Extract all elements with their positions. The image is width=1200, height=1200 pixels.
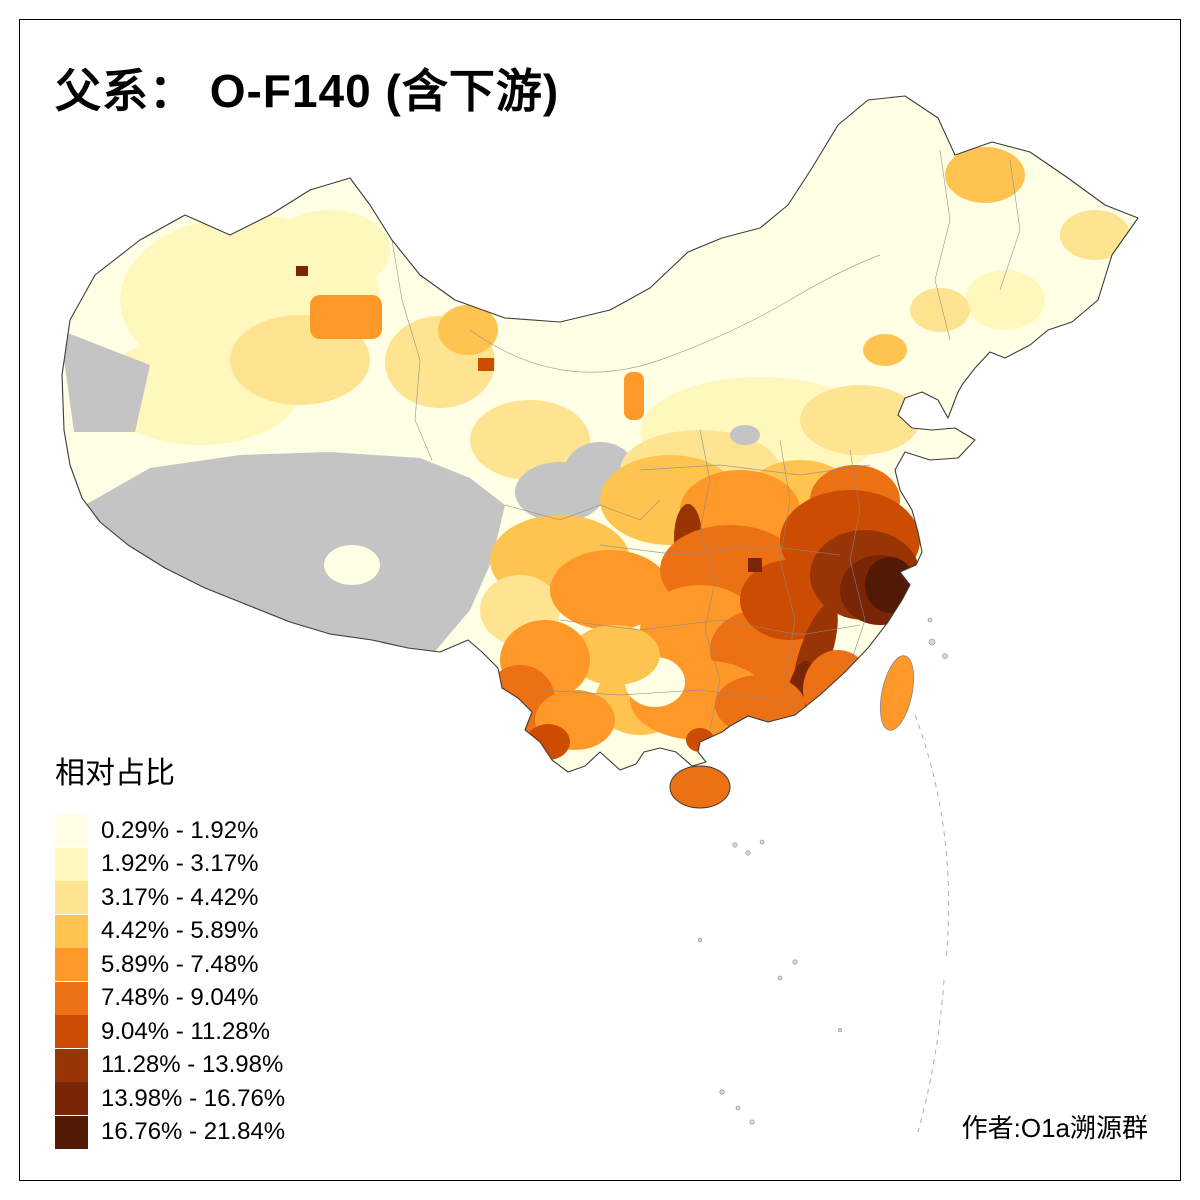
taiwan-island [879,655,915,731]
legend-label: 0.29% - 1.92% [101,816,259,844]
legend-items: 0.29% - 1.92% 1.92% - 3.17% 3.17% - 4.42% 4… [55,814,385,1149]
legend-label: 13.98% - 16.76% [101,1084,286,1112]
legend-item: 3.17% - 4.42% [55,881,385,915]
legend-label: 16.76% - 21.84% [101,1118,286,1146]
legend-label: 5.89% - 7.48% [101,950,259,978]
legend-label: 11.28% - 13.98% [101,1051,284,1079]
legend-swatch [55,1115,88,1149]
author-credit: 作者:O1a溯源群 [961,1113,1148,1143]
legend-item: 11.28% - 13.98% [55,1048,385,1083]
legend-swatch [55,814,88,848]
legend-title: 相对占比 [55,757,175,790]
legend: 相对占比 0.29% - 1.92% 1.92% - 3.17% 3.17% - 4… [55,748,385,1149]
legend-item: 7.48% - 9.04% [55,981,385,1016]
legend-label: 3.17% - 4.42% [101,883,259,911]
legend-item: 5.89% - 7.48% [55,948,385,982]
legend-item: 1.92% - 3.17% [55,847,385,882]
legend-swatch [55,1015,88,1049]
legend-label: 1.92% - 3.17% [101,850,259,878]
legend-swatch [55,948,88,982]
map-title: 父系： O-F140 (含下游) [55,65,560,117]
legend-swatch [55,981,88,1015]
legend-item: 9.04% - 11.28% [55,1015,385,1049]
legend-item: 4.42% - 5.89% [55,914,385,949]
coastal-islets [927,617,948,659]
legend-swatch [55,1048,88,1082]
china-outline [61,95,1139,773]
legend-swatch [55,1082,88,1116]
south-china-sea-features [697,714,950,1133]
legend-item: 13.98% - 16.76% [55,1082,385,1116]
mainland-fill-regions [62,96,1138,772]
legend-label: 7.48% - 9.04% [101,984,259,1012]
hainan-island [669,765,731,809]
legend-item: 16.76% - 21.84% [55,1115,385,1150]
legend-label: 4.42% - 5.89% [101,917,259,945]
legend-swatch [55,847,88,881]
province-borders [391,149,1021,731]
legend-item: 0.29% - 1.92% [55,814,385,848]
legend-swatch [55,881,88,915]
legend-swatch [55,914,88,948]
legend-label: 9.04% - 11.28% [101,1017,270,1045]
